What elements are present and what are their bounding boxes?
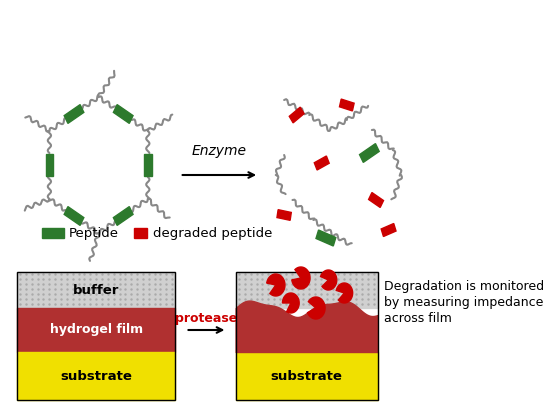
Bar bbox=[16, 272, 175, 308]
Polygon shape bbox=[113, 206, 133, 225]
Polygon shape bbox=[267, 274, 285, 296]
Text: across film: across film bbox=[384, 312, 452, 325]
Polygon shape bbox=[321, 270, 337, 290]
Polygon shape bbox=[277, 210, 292, 220]
Polygon shape bbox=[289, 107, 304, 123]
Polygon shape bbox=[46, 154, 53, 176]
Polygon shape bbox=[64, 105, 84, 124]
Bar bbox=[16, 308, 175, 352]
Text: Peptide: Peptide bbox=[69, 227, 119, 239]
Polygon shape bbox=[307, 297, 325, 319]
Text: substrate: substrate bbox=[60, 370, 132, 382]
Text: by measuring impedance: by measuring impedance bbox=[384, 296, 544, 309]
Polygon shape bbox=[339, 99, 354, 111]
Text: Enzyme: Enzyme bbox=[191, 144, 246, 158]
Bar bbox=[235, 272, 378, 400]
Text: protease: protease bbox=[175, 312, 238, 325]
Polygon shape bbox=[368, 192, 383, 208]
Polygon shape bbox=[144, 154, 152, 176]
Polygon shape bbox=[113, 105, 133, 124]
Bar bbox=[16, 352, 175, 400]
Polygon shape bbox=[336, 283, 353, 303]
Bar bbox=[134, 228, 147, 238]
Polygon shape bbox=[283, 293, 299, 313]
Polygon shape bbox=[64, 206, 84, 225]
Text: hydrogel film: hydrogel film bbox=[50, 323, 142, 337]
Polygon shape bbox=[360, 144, 379, 162]
Polygon shape bbox=[381, 223, 396, 236]
Bar bbox=[16, 272, 175, 400]
Text: buffer: buffer bbox=[73, 283, 119, 297]
Text: Degradation is monitored: Degradation is monitored bbox=[384, 280, 544, 293]
Text: degraded peptide: degraded peptide bbox=[153, 227, 272, 239]
Text: substrate: substrate bbox=[271, 370, 343, 382]
Polygon shape bbox=[292, 267, 310, 289]
Polygon shape bbox=[314, 156, 329, 170]
Polygon shape bbox=[316, 230, 336, 246]
Bar bbox=[42, 228, 63, 238]
Bar bbox=[235, 352, 378, 400]
Bar bbox=[235, 272, 378, 308]
